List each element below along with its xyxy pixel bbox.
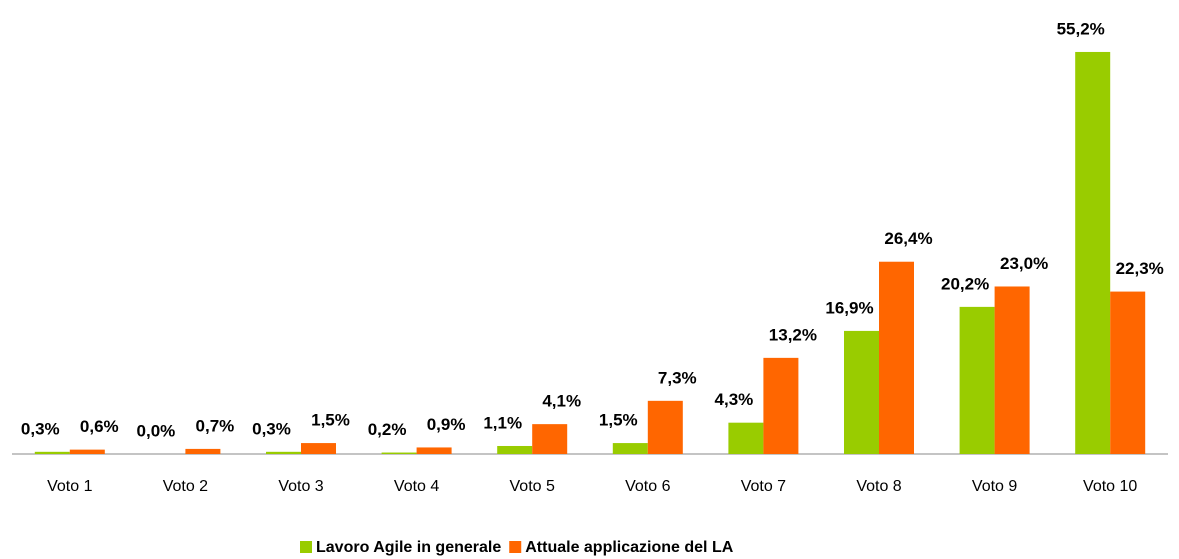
x-tick-label: Voto 10 xyxy=(1083,478,1137,495)
x-tick-label: Voto 5 xyxy=(510,478,555,495)
x-tick-label: Voto 4 xyxy=(394,478,439,495)
bar xyxy=(532,424,568,454)
bar xyxy=(647,400,683,454)
bar xyxy=(959,306,995,454)
bar xyxy=(185,448,221,454)
bar xyxy=(301,443,336,454)
x-tick-label: Voto 6 xyxy=(625,478,670,495)
bar xyxy=(994,286,1030,454)
bar xyxy=(1110,291,1146,454)
bar xyxy=(879,261,914,454)
value-label: 1,5% xyxy=(311,411,350,430)
x-tick-label: Voto 1 xyxy=(47,478,92,495)
value-label: 0,9% xyxy=(427,415,466,434)
bar xyxy=(763,357,799,454)
value-label: 13,2% xyxy=(769,325,817,344)
value-label: 7,3% xyxy=(658,368,697,387)
bar xyxy=(844,330,879,454)
value-label: 55,2% xyxy=(1057,19,1105,38)
bar xyxy=(612,443,648,454)
bar xyxy=(34,451,70,454)
value-label: 0,3% xyxy=(252,419,291,438)
value-label: 26,4% xyxy=(884,229,932,248)
value-label: 16,9% xyxy=(825,298,873,317)
legend-label: Lavoro Agile in generale xyxy=(316,539,501,556)
value-label: 1,1% xyxy=(483,413,522,432)
bar xyxy=(69,449,105,454)
legend-swatch xyxy=(509,541,522,553)
value-label: 4,1% xyxy=(542,392,581,411)
bar xyxy=(266,451,301,454)
value-label: 0,6% xyxy=(80,417,119,436)
x-tick-label: Voto 8 xyxy=(856,478,901,495)
bar xyxy=(728,422,764,454)
value-label: 1,5% xyxy=(599,411,638,430)
x-tick-label: Voto 9 xyxy=(972,478,1017,495)
value-label: 23,0% xyxy=(1000,254,1048,273)
bar xyxy=(1075,51,1111,455)
legend-swatch xyxy=(300,541,312,553)
value-label: 0,3% xyxy=(21,419,60,438)
bar xyxy=(416,447,452,454)
value-label: 0,7% xyxy=(196,416,235,435)
bar xyxy=(497,445,533,454)
value-label: 22,3% xyxy=(1116,259,1164,278)
value-label: 4,3% xyxy=(715,390,754,409)
x-tick-label: Voto 7 xyxy=(741,478,786,495)
value-label: 0,2% xyxy=(368,420,407,439)
legend-label: Attuale applicazione del LA xyxy=(525,539,733,556)
value-label: 20,2% xyxy=(941,274,989,293)
bar xyxy=(381,452,417,454)
x-tick-label: Voto 3 xyxy=(278,478,323,495)
value-label: 0,0% xyxy=(137,421,176,440)
x-tick-label: Voto 2 xyxy=(163,478,208,495)
